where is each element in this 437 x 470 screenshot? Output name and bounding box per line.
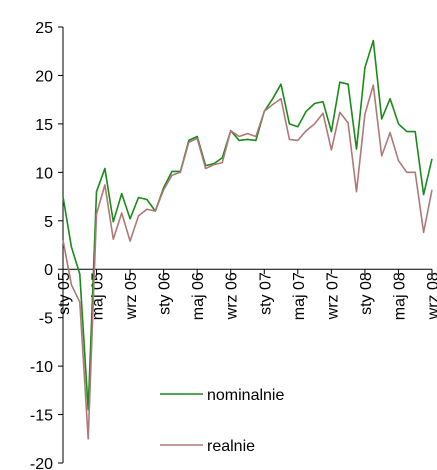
y-tick-label: 0 xyxy=(44,262,53,279)
x-tick-label: wrz 07 xyxy=(324,272,341,320)
series-line-nominalnie xyxy=(62,39,433,411)
y-ticks: -20 -15 -10 -5 0 5 10 15 20 25 xyxy=(30,20,63,470)
legend-label: nominalnie xyxy=(207,387,284,404)
y-tick-label: 5 xyxy=(44,214,53,231)
y-tick-label: 15 xyxy=(35,117,53,134)
x-ticks: sty 05 maj 05 wrz 05 sty 06 maj 06 wrz 06 sty … xyxy=(56,269,437,320)
x-tick-label: maj 08 xyxy=(391,272,408,320)
y-tick-label: 25 xyxy=(35,20,53,37)
y-tick-label: -20 xyxy=(30,456,53,470)
y-tick-label: 20 xyxy=(35,68,53,85)
y-tick-label: -15 xyxy=(30,408,53,425)
x-tick-label: wrz 06 xyxy=(224,272,241,320)
y-tick-label: -10 xyxy=(30,359,53,376)
axes xyxy=(62,27,432,463)
x-tick-label: wrz 08 xyxy=(425,272,437,320)
x-tick-label: sty 06 xyxy=(157,272,174,315)
x-tick-label: sty 05 xyxy=(56,272,73,315)
y-tick-label: 10 xyxy=(35,165,53,182)
series-lines xyxy=(62,39,433,440)
x-tick-label: maj 07 xyxy=(291,272,308,320)
x-tick-label: sty 08 xyxy=(358,272,375,315)
y-tick-label: -5 xyxy=(39,311,53,328)
x-tick-label: wrz 05 xyxy=(123,272,140,320)
legend: nominalnie realnie xyxy=(160,387,284,455)
x-tick-label: sty 07 xyxy=(257,272,274,315)
legend-label: realnie xyxy=(207,438,255,455)
series-line-realnie xyxy=(62,84,433,440)
x-tick-label: maj 06 xyxy=(190,272,207,320)
